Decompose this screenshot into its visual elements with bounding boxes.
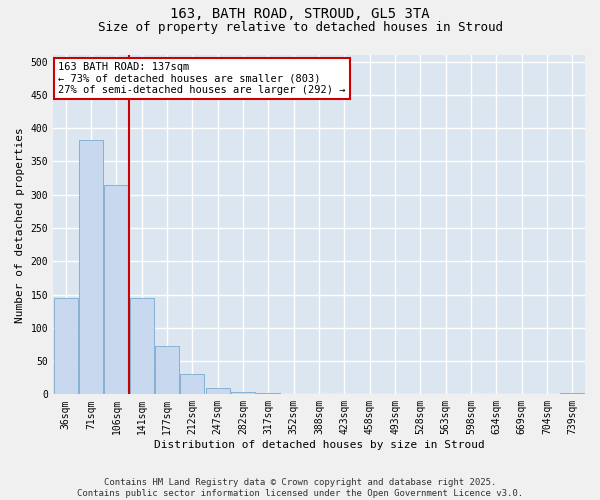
Y-axis label: Number of detached properties: Number of detached properties <box>15 127 25 322</box>
Bar <box>231 392 255 394</box>
Bar <box>256 393 280 394</box>
Bar <box>181 374 205 394</box>
Bar <box>53 298 78 394</box>
Text: Size of property relative to detached houses in Stroud: Size of property relative to detached ho… <box>97 21 503 34</box>
Text: 163, BATH ROAD, STROUD, GL5 3TA: 163, BATH ROAD, STROUD, GL5 3TA <box>170 8 430 22</box>
Bar <box>560 393 584 394</box>
X-axis label: Distribution of detached houses by size in Stroud: Distribution of detached houses by size … <box>154 440 484 450</box>
Text: 163 BATH ROAD: 137sqm
← 73% of detached houses are smaller (803)
27% of semi-det: 163 BATH ROAD: 137sqm ← 73% of detached … <box>58 62 346 95</box>
Text: Contains HM Land Registry data © Crown copyright and database right 2025.
Contai: Contains HM Land Registry data © Crown c… <box>77 478 523 498</box>
Bar <box>130 298 154 394</box>
Bar <box>206 388 230 394</box>
Bar <box>155 346 179 395</box>
Bar <box>104 184 128 394</box>
Bar <box>79 140 103 394</box>
